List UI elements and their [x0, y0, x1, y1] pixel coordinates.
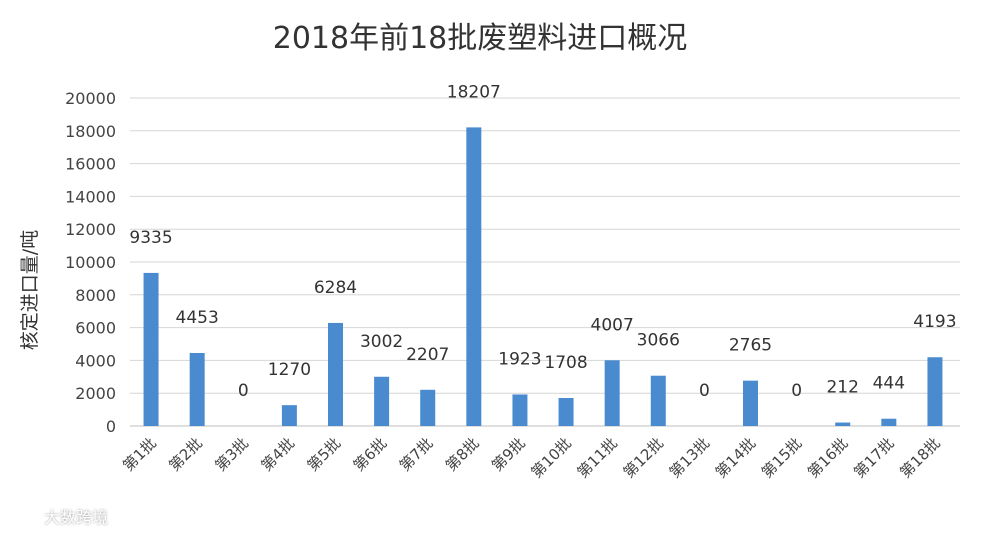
y-tick-label: 14000 [65, 187, 116, 206]
y-tick-label: 16000 [65, 155, 116, 174]
y-tick-label: 2000 [75, 384, 116, 403]
bar [512, 394, 528, 426]
data-label: 3066 [637, 331, 680, 351]
bar [881, 418, 897, 426]
bar [650, 375, 666, 426]
x-tick-label: 第7批 [396, 434, 437, 475]
data-label: 212 [826, 378, 858, 398]
y-tick-label: 8000 [75, 286, 116, 305]
data-label: 1708 [544, 353, 587, 373]
bar [420, 389, 436, 426]
data-label: 4453 [176, 308, 219, 328]
bar [835, 422, 851, 426]
x-tick-label: 第8批 [442, 434, 483, 475]
x-tick-label: 第3批 [211, 434, 252, 475]
bar [374, 376, 390, 426]
bar [927, 357, 943, 426]
data-label: 18207 [447, 82, 501, 102]
x-tick-label: 第18批 [896, 434, 943, 481]
x-tick-label: 第17批 [850, 434, 897, 481]
data-label: 6284 [314, 278, 357, 298]
gridlines [130, 97, 960, 427]
bar [281, 405, 297, 426]
data-label: 1923 [498, 349, 541, 369]
y-tick-label: 6000 [75, 319, 116, 338]
bars [143, 127, 943, 426]
data-label: 444 [873, 374, 905, 394]
bar [466, 127, 482, 426]
x-tick-label: 第13批 [666, 434, 713, 481]
x-tick-label: 第10批 [527, 434, 574, 481]
bar [189, 352, 205, 426]
y-axis-label: 核定进口量/吨 [19, 230, 41, 350]
x-tick-label: 第6批 [350, 434, 391, 475]
watermark: 大数跨境 [8, 504, 108, 528]
y-tick-label: 18000 [65, 122, 116, 141]
watermark-text: 大数跨境 [44, 508, 109, 527]
bar [604, 360, 620, 426]
y-axis-ticks: 0 2000 4000 6000 8000 10000 12000 14000 16000 180… [65, 89, 116, 436]
x-tick-label: 第9批 [488, 434, 529, 475]
data-label: 4193 [913, 312, 956, 332]
dashuju-logo-icon [8, 508, 38, 524]
x-tick-label: 第5批 [304, 434, 345, 475]
data-label: 2207 [406, 345, 449, 365]
bar [328, 322, 343, 426]
y-tick-label: 20000 [65, 89, 116, 108]
bar [558, 397, 574, 426]
y-tick-label: 4000 [75, 351, 116, 370]
x-tick-label: 第14批 [712, 434, 759, 481]
y-tick-label: 0 [106, 417, 116, 436]
x-tick-label: 第11批 [574, 434, 621, 481]
y-tick-label: 12000 [65, 220, 116, 239]
x-tick-label: 第12批 [620, 434, 667, 481]
x-tick-label: 第16批 [804, 434, 851, 481]
x-tick-label: 第15批 [758, 434, 805, 481]
x-tick-label: 第4批 [258, 434, 299, 475]
bar [743, 380, 758, 426]
data-label: 4007 [591, 315, 634, 335]
x-tick-label: 第1批 [119, 434, 160, 475]
chart-title: 2018年前18批废塑料进口概况 [273, 21, 688, 56]
y-tick-label: 10000 [65, 253, 116, 272]
data-label: 0 [791, 381, 802, 401]
data-label: 9335 [129, 228, 172, 248]
data-label: 0 [238, 381, 249, 401]
data-label: 0 [699, 381, 710, 401]
x-tick-label: 第2批 [165, 434, 206, 475]
data-label: 3002 [360, 332, 403, 352]
x-axis-ticks: 第1批 第2批 第3批 第4批 第5批 第6批 第7批 第8批 第9批第10批第11批第12批第… [119, 434, 944, 481]
data-label: 1270 [268, 360, 311, 380]
data-label: 2765 [729, 336, 772, 356]
bar [143, 272, 159, 426]
